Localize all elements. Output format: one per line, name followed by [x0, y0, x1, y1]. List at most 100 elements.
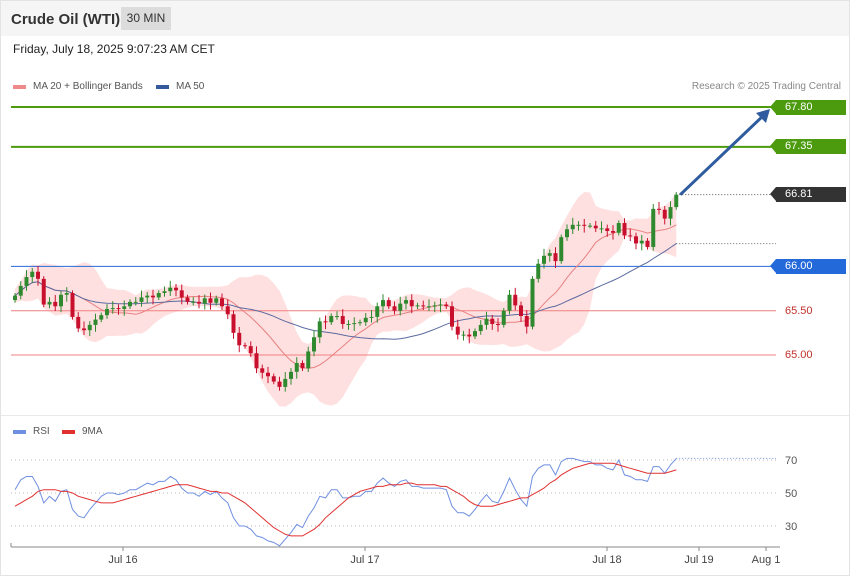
candle-body — [490, 318, 495, 324]
time-axis-label: Jul 16 — [108, 554, 137, 566]
legend-swatch-bollinger — [13, 84, 26, 89]
candle-body — [484, 318, 489, 325]
candle-body — [70, 293, 75, 317]
rsi-line — [14, 457, 677, 547]
level-tag-65-50: 65.50 — [785, 304, 813, 317]
ma20-line — [14, 224, 677, 369]
candle-body — [553, 253, 558, 262]
candle-body — [317, 321, 322, 338]
legend-swatch-rsi-ma — [62, 429, 75, 434]
level-tag-66-00: 66.00 — [770, 258, 846, 274]
candle-body — [283, 378, 288, 387]
rsi-ma-line — [14, 462, 677, 537]
candle-body — [306, 351, 311, 369]
candle-body — [611, 231, 615, 233]
time-axis-label: Aug 1 — [752, 554, 781, 566]
candle-body — [82, 328, 86, 331]
candle-body — [501, 310, 506, 325]
candle-body — [375, 306, 380, 317]
candle-body — [668, 207, 673, 219]
time-axis-label: Jul 19 — [684, 554, 713, 566]
candle-body — [254, 353, 259, 369]
candle-body — [53, 301, 58, 307]
candle-body — [13, 295, 17, 301]
legend-label-ma50: MA 50 — [176, 81, 205, 92]
candle-body — [547, 253, 552, 256]
candle-body — [358, 322, 362, 324]
legend-label-rsi: RSI — [33, 426, 50, 437]
candle-body — [651, 208, 656, 247]
candle-body — [404, 300, 408, 304]
candle-body — [145, 295, 150, 298]
rsi-tick-label-70: 70 — [785, 455, 797, 467]
candle-body — [294, 362, 299, 372]
time-axis-label: Jul 17 — [350, 554, 379, 566]
candle-body — [473, 331, 477, 337]
level-tag-67-35: 67.35 — [770, 139, 846, 155]
candle-body — [634, 236, 638, 244]
candle-body — [179, 290, 184, 298]
candle-body — [381, 300, 385, 307]
candle-body — [312, 337, 316, 352]
candle-body — [191, 301, 196, 303]
candle-body — [47, 301, 52, 305]
candle-body — [639, 240, 644, 244]
legend-ma50: MA 50 — [156, 81, 204, 92]
candle-body — [496, 324, 500, 325]
candle-body — [18, 285, 23, 296]
candle-body — [266, 372, 270, 377]
candle-body — [271, 376, 276, 382]
candle-body — [461, 334, 466, 336]
candle-body — [41, 278, 46, 305]
candle-body — [64, 293, 69, 295]
candle-body — [185, 297, 190, 302]
candle-body — [340, 316, 345, 324]
panel-separator — [1, 415, 849, 416]
candle-body — [369, 316, 374, 318]
candle-body — [93, 319, 98, 325]
candle-body — [116, 308, 121, 310]
candle-body — [139, 297, 144, 302]
legend-rsi: RSI — [13, 426, 50, 437]
legend-bollinger: MA 20 + Bollinger Bands — [13, 81, 143, 92]
level-tag-66-81: 66.81 — [770, 187, 846, 203]
candle-body — [248, 346, 253, 354]
rsi-tick-label-50: 50 — [785, 488, 797, 500]
candle-body — [220, 298, 224, 307]
candle-body — [110, 308, 115, 310]
candle-body — [662, 209, 667, 219]
candle-body — [427, 306, 431, 308]
candle-body — [565, 229, 569, 238]
candle-body — [588, 225, 592, 227]
candle-body — [559, 237, 564, 262]
candle-body — [202, 298, 207, 304]
rsi-tick-label-30: 30 — [785, 521, 797, 533]
candle-body — [260, 368, 265, 373]
candle-body — [570, 224, 575, 230]
candle-body — [513, 294, 518, 306]
candle-body — [352, 323, 357, 325]
candle-body — [363, 317, 368, 323]
candle-body — [524, 316, 529, 327]
candle-body — [455, 326, 460, 335]
candle-body — [674, 194, 679, 208]
legend-label-rsi-ma: 9MA — [82, 426, 103, 437]
candle-body — [323, 321, 328, 323]
candle-body — [622, 223, 627, 236]
candle-body — [208, 298, 213, 303]
candle-body — [657, 208, 661, 210]
candle-body — [214, 298, 219, 303]
credit-text: Research © 2025 Trading Central — [691, 81, 841, 92]
candle-body — [605, 228, 610, 231]
candle-body — [174, 287, 178, 291]
chart-datetime: Friday, July 18, 2025 9:07:23 AM CET — [13, 42, 215, 56]
candle-body — [542, 255, 546, 264]
candle-body — [616, 223, 621, 233]
candle-body — [576, 224, 581, 226]
candle-body — [398, 303, 403, 311]
candle-body — [335, 316, 339, 318]
timeframe-badge[interactable]: 30 MIN — [121, 7, 171, 30]
candle-body — [231, 314, 236, 333]
